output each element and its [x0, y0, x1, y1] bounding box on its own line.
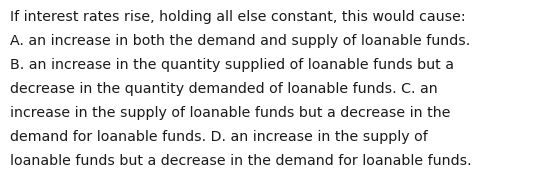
Text: demand for loanable funds. D. an increase in the supply of: demand for loanable funds. D. an increas…: [10, 130, 428, 144]
Text: loanable funds but a decrease in the demand for loanable funds.: loanable funds but a decrease in the dem…: [10, 154, 472, 168]
Text: A. an increase in both the demand and supply of loanable funds.: A. an increase in both the demand and su…: [10, 34, 470, 48]
Text: If interest rates rise, holding all else constant, this would cause:: If interest rates rise, holding all else…: [10, 10, 465, 24]
Text: B. an increase in the quantity supplied of loanable funds but a: B. an increase in the quantity supplied …: [10, 58, 454, 72]
Text: increase in the supply of loanable funds but a decrease in the: increase in the supply of loanable funds…: [10, 106, 450, 120]
Text: decrease in the quantity demanded of loanable funds. C. an: decrease in the quantity demanded of loa…: [10, 82, 437, 96]
